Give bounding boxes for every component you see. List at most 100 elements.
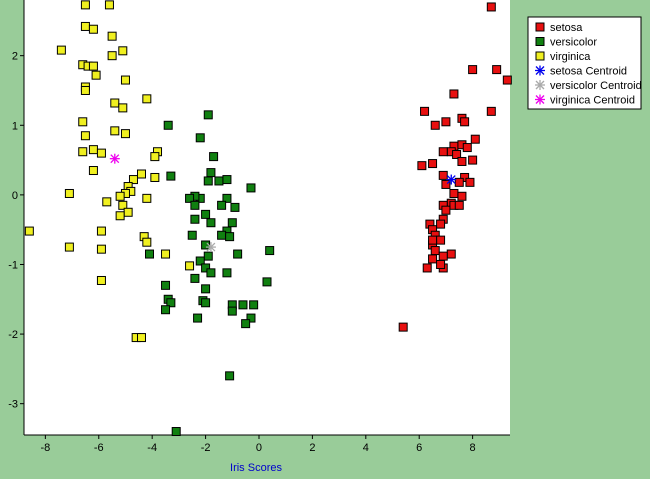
x-tick-label: 2 bbox=[309, 442, 315, 454]
setosa-point bbox=[441, 205, 451, 215]
x-tick-label: 8 bbox=[470, 442, 476, 454]
plot-area bbox=[24, 0, 510, 435]
setosa-point bbox=[470, 134, 480, 144]
versicolor-point bbox=[201, 209, 211, 219]
setosa-point bbox=[486, 2, 496, 12]
legend-label-versicolor-centroid: versicolor Centroid bbox=[550, 80, 642, 92]
virginica-point bbox=[96, 275, 106, 285]
x-axis: -8 -6 -4 -2 0 2 4 6 8 bbox=[24, 434, 510, 454]
versicolor-point bbox=[227, 218, 237, 228]
virginica-point bbox=[123, 207, 133, 217]
versicolor-point bbox=[187, 230, 197, 240]
virginica-point bbox=[88, 166, 98, 176]
virginica-point bbox=[115, 191, 125, 201]
versicolor-point bbox=[225, 232, 235, 242]
legend: setosa versicolor virginica setosa Centroid… bbox=[527, 16, 642, 110]
versicolor-point bbox=[171, 427, 181, 437]
x-tick-label: -6 bbox=[94, 442, 104, 454]
legend-marker-versicolor-centroid bbox=[535, 80, 545, 90]
versicolor-point bbox=[166, 298, 176, 308]
setosa-point bbox=[438, 147, 448, 157]
virginica-point bbox=[110, 126, 120, 136]
setosa-point bbox=[465, 177, 475, 187]
versicolor-point bbox=[195, 133, 205, 143]
versicolor-point bbox=[249, 300, 259, 310]
virginica-point bbox=[142, 193, 152, 203]
setosa-point bbox=[452, 150, 462, 160]
versicolor-point bbox=[190, 273, 200, 283]
legend-box bbox=[527, 16, 642, 110]
x-tick-label: -4 bbox=[147, 442, 157, 454]
y-tick-label: -3 bbox=[8, 399, 18, 411]
x-tick-label: -2 bbox=[201, 442, 211, 454]
setosa-point bbox=[398, 322, 408, 332]
versicolor-point bbox=[161, 280, 171, 290]
versicolor-point bbox=[225, 371, 235, 381]
setosa-point bbox=[438, 170, 448, 180]
versicolor-point bbox=[262, 277, 272, 287]
versicolor-point bbox=[206, 268, 216, 278]
virginica-point bbox=[110, 98, 120, 108]
y-tick-label: 0 bbox=[12, 190, 18, 202]
legend-marker-setosa-centroid bbox=[535, 65, 545, 76]
versicolor-point bbox=[190, 214, 200, 224]
setosa-point bbox=[428, 235, 438, 245]
setosa-point bbox=[468, 155, 478, 165]
y-tick-label: -2 bbox=[8, 329, 18, 341]
setosa-point bbox=[502, 75, 512, 85]
setosa-point bbox=[446, 249, 456, 259]
virginica-point bbox=[118, 46, 128, 56]
versicolor-point bbox=[145, 249, 155, 259]
versicolor-point bbox=[190, 200, 200, 210]
legend-label-setosa-centroid: setosa Centroid bbox=[550, 66, 627, 78]
virginica-point bbox=[185, 261, 195, 271]
virginica-point bbox=[120, 129, 130, 139]
legend-label-versicolor: versicolor bbox=[550, 37, 597, 49]
versicolor-point bbox=[222, 193, 232, 203]
x-tick-label: 0 bbox=[256, 442, 262, 454]
virginica-point bbox=[142, 94, 152, 104]
versicolor-point bbox=[230, 202, 240, 212]
virginica-point bbox=[118, 200, 128, 210]
legend-label-virginica-centroid: virginica Centroid bbox=[550, 95, 635, 107]
setosa-point bbox=[430, 120, 440, 130]
setosa-point bbox=[417, 161, 427, 171]
y-tick-label: 1 bbox=[12, 120, 18, 132]
versicolor-point bbox=[265, 246, 275, 256]
setosa-point bbox=[486, 106, 496, 116]
legend-marker-virginica bbox=[535, 51, 545, 61]
versicolor-point bbox=[201, 298, 211, 308]
virginica-point bbox=[88, 24, 98, 34]
virginica-point bbox=[80, 85, 90, 95]
versicolor-point bbox=[217, 230, 227, 240]
virginica-point bbox=[56, 45, 66, 55]
virginica-point bbox=[161, 249, 171, 259]
virginica-point bbox=[80, 21, 90, 31]
legend-marker-versicolor bbox=[535, 37, 545, 46]
virginica-point bbox=[150, 152, 160, 162]
versicolor-point bbox=[246, 183, 256, 193]
virginica-point bbox=[78, 117, 88, 127]
setosa-point bbox=[492, 65, 502, 75]
setosa-point bbox=[454, 200, 464, 210]
virginica-point bbox=[24, 226, 34, 236]
data-points bbox=[24, 0, 512, 437]
virginica-point bbox=[88, 61, 98, 71]
virginica-point bbox=[107, 31, 117, 41]
virginica-point bbox=[64, 242, 74, 252]
versicolor-point bbox=[203, 110, 213, 120]
setosa-point bbox=[457, 156, 467, 166]
virginica-point bbox=[136, 169, 146, 179]
setosa-point bbox=[441, 117, 451, 127]
versicolor-point bbox=[206, 168, 216, 178]
versicolor-point bbox=[209, 152, 219, 162]
versicolor-point bbox=[201, 263, 211, 273]
versicolor-point bbox=[222, 175, 232, 185]
versicolor-point bbox=[166, 171, 176, 181]
y-tick-label: -1 bbox=[8, 259, 18, 271]
versicolor-point bbox=[227, 306, 237, 316]
virginica-point bbox=[107, 51, 117, 61]
setosa-point bbox=[436, 259, 446, 269]
virginica-point bbox=[150, 172, 160, 182]
